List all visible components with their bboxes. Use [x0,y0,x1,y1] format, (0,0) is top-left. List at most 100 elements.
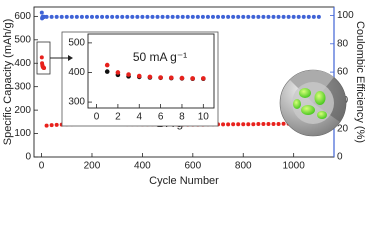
point [49,14,54,19]
x-tick-label: 2 [115,112,121,123]
point [104,69,110,74]
x-tick-label: 200 [84,161,101,172]
arrow-head [68,55,73,61]
y-tick-label: 500 [14,34,31,45]
y-tick-label: 0 [25,152,31,163]
point [281,14,286,19]
point [150,14,155,19]
point [42,65,47,70]
y-tick-label: 100 [14,128,31,139]
point [54,122,59,127]
point [39,10,44,15]
point [160,14,165,19]
plot-frame [87,33,215,109]
point [306,14,311,19]
point [145,14,150,19]
point [276,14,281,19]
point [130,14,135,19]
point [246,122,251,127]
point [291,14,296,19]
point [135,14,140,19]
x-tick-label: 6 [158,112,164,123]
point [155,14,160,19]
x-tick-label: 10 [198,112,210,123]
chart: 0200400600800100001002003004005006000204… [2,6,366,187]
point [221,122,226,127]
y-tick-label: 200 [14,105,31,116]
point [256,121,261,126]
point [251,122,256,127]
point [210,14,215,19]
point [59,14,64,19]
y-tick-label: 400 [68,67,85,78]
point [69,14,74,19]
point [276,121,281,126]
annotation: 50 mA g⁻¹ [133,50,187,64]
point [246,14,251,19]
y2-tick-label: 0 [337,152,343,163]
point [39,55,44,60]
x-tick-label: 4 [136,112,142,123]
sphere-illustration [279,69,347,137]
point [74,14,79,19]
point [120,14,125,19]
point [231,122,236,127]
y2-tick-label: 60 [337,67,349,78]
inset-chart: 0 2 4 6 8 10 300 400 500 50 mA g⁻¹ [61,31,219,127]
point [168,75,174,81]
point [296,14,301,19]
point [49,123,54,128]
point [200,14,205,19]
point [100,14,105,19]
point [158,75,163,80]
point [136,73,142,79]
x-tick-label: 0 [39,161,45,172]
point [221,14,226,19]
point [271,121,276,126]
point [89,14,94,19]
point [165,14,170,19]
x-tick-label: 400 [134,161,151,172]
y2-tick-label: 100 [337,10,354,21]
point [190,14,195,19]
x-tick-label: 800 [235,161,252,172]
point [170,14,175,19]
point [286,14,291,19]
point [205,14,210,19]
point [261,14,266,19]
point [126,72,131,77]
x-tick-label: 8 [179,112,185,123]
point [316,14,321,19]
point [266,121,271,126]
point [180,14,185,19]
point [79,14,84,19]
point [44,14,49,19]
x-axis-label: Cycle Number [149,175,219,187]
point [64,14,69,19]
point [266,14,271,19]
point [236,122,241,127]
point [195,14,200,19]
point [140,14,145,19]
point [147,74,153,80]
point [226,14,231,19]
point [271,14,276,19]
point [241,14,246,19]
point [256,14,261,19]
point [190,76,195,81]
point [231,14,236,19]
point [311,14,316,19]
point [54,14,59,19]
point [95,14,100,19]
y-axis-label: Specific Capacity (mAh/g) [2,19,14,146]
point [105,14,110,19]
y2-tick-label: 20 [337,123,349,134]
point [281,121,286,126]
point [201,76,206,81]
point [110,14,115,19]
point [251,14,256,19]
y-tick-label: 300 [14,81,31,92]
point [104,62,110,68]
y-tick-label: 500 [68,38,85,49]
point [175,14,180,19]
